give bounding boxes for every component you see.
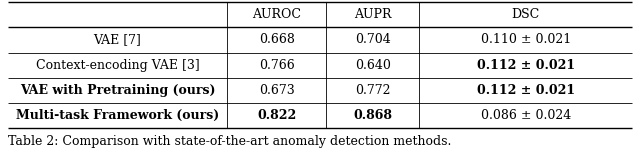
Text: 0.640: 0.640 [355, 59, 391, 72]
Text: 0.110 ± 0.021: 0.110 ± 0.021 [481, 33, 571, 46]
Text: AUPR: AUPR [354, 8, 392, 21]
Text: DSC: DSC [511, 8, 540, 21]
Text: 0.086 ± 0.024: 0.086 ± 0.024 [481, 109, 571, 122]
Text: AUROC: AUROC [252, 8, 301, 21]
Text: Table 2: Comparison with state-of-the-art anomaly detection methods.: Table 2: Comparison with state-of-the-ar… [8, 135, 451, 148]
Text: VAE with Pretraining (ours): VAE with Pretraining (ours) [20, 84, 215, 97]
Text: 0.766: 0.766 [259, 59, 294, 72]
Text: Multi-task Framework (ours): Multi-task Framework (ours) [16, 109, 219, 122]
Text: 0.112 ± 0.021: 0.112 ± 0.021 [477, 59, 575, 72]
Text: 0.822: 0.822 [257, 109, 296, 122]
Text: Context-encoding VAE [3]: Context-encoding VAE [3] [36, 59, 199, 72]
Text: VAE [7]: VAE [7] [93, 33, 141, 46]
Text: 0.772: 0.772 [355, 84, 390, 97]
Text: 0.704: 0.704 [355, 33, 390, 46]
Text: 0.112 ± 0.021: 0.112 ± 0.021 [477, 84, 575, 97]
Text: 0.868: 0.868 [353, 109, 392, 122]
Text: 0.673: 0.673 [259, 84, 294, 97]
Text: 0.668: 0.668 [259, 33, 295, 46]
